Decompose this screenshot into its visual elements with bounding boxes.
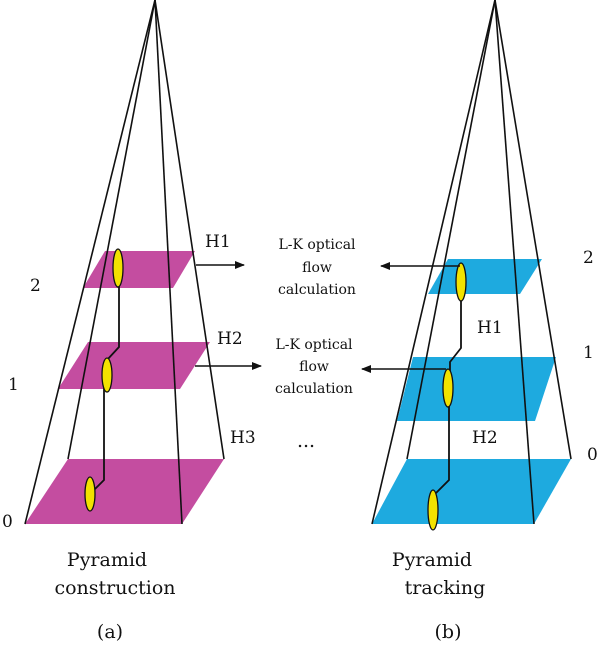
right-caption-line-1: Pyramid [392, 549, 472, 571]
left-caption-line-1: Pyramid [67, 549, 147, 571]
right-tag: (b) [435, 621, 462, 643]
left-feature-point-1 [101, 357, 113, 393]
left-h1-label: H1 [205, 232, 231, 252]
left-edge-front-right [154, 0, 183, 525]
calc2-line-1: L-K optical [275, 337, 353, 353]
left-pyramid: 2 1 0 H1 H2 H3 Pyramid construction (a) [2, 0, 262, 643]
left-plane-level-2 [83, 251, 195, 288]
right-level-label-0: 0 [587, 445, 598, 465]
left-caption-line-2: construction [54, 577, 175, 599]
left-edge-back-left [67, 0, 156, 460]
right-h1-label: H1 [477, 318, 503, 338]
right-edge-back-left [406, 0, 496, 460]
left-h2-label: H2 [217, 329, 243, 349]
right-edge-front-left [371, 0, 496, 525]
right-feature-point-1 [442, 368, 454, 408]
left-level-label-2: 2 [30, 276, 41, 296]
left-plane-level-1 [58, 342, 210, 389]
right-edge-front-right [494, 0, 535, 525]
right-edge-back-right [494, 0, 572, 460]
ellipsis: ... [297, 430, 315, 452]
calc1-line-3: calculation [278, 282, 356, 298]
right-caption-line-2: tracking [405, 577, 486, 599]
calc1-line-1: L-K optical [278, 237, 356, 253]
left-feature-point-0 [84, 476, 96, 512]
left-edge-back-right [154, 0, 225, 460]
left-plane-level-0 [25, 459, 224, 524]
calc2-line-3: calculation [275, 381, 353, 397]
right-level-label-2: 2 [583, 248, 594, 268]
right-plane-level-0 [372, 459, 571, 524]
right-plane-level-1 [397, 357, 556, 421]
calc1-line-2: flow [302, 260, 332, 276]
left-level-label-0: 0 [2, 512, 13, 532]
left-edge-front-left [24, 0, 156, 525]
left-h3-label: H3 [230, 428, 256, 448]
left-level-label-1: 1 [8, 375, 19, 395]
right-feature-point-2 [455, 262, 467, 302]
right-feature-point-0 [427, 489, 439, 531]
left-tag: (a) [97, 621, 123, 643]
right-level-label-1: 1 [583, 343, 594, 363]
calc2-line-2: flow [299, 359, 329, 375]
middle-labels: L-K optical flow calculation L-K optical… [275, 237, 356, 452]
right-pyramid: 2 1 0 H1 H2 Pyramid tracking (b) [361, 0, 598, 643]
left-feature-point-2 [112, 248, 124, 288]
right-h2-label: H2 [472, 428, 498, 448]
